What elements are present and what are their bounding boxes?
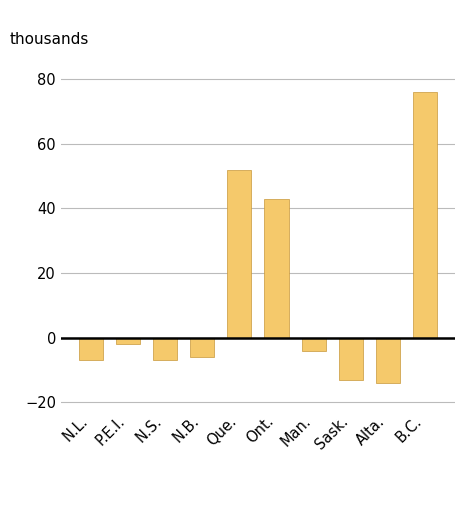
Bar [376,337,400,383]
Text: thousands: thousands [9,32,89,47]
Bar [153,337,177,360]
Bar [190,337,214,357]
Bar [116,337,140,344]
Bar [227,170,251,337]
Bar [265,199,288,337]
Bar [339,337,363,379]
Bar [413,92,437,337]
Bar [302,337,325,351]
Bar [79,337,103,360]
